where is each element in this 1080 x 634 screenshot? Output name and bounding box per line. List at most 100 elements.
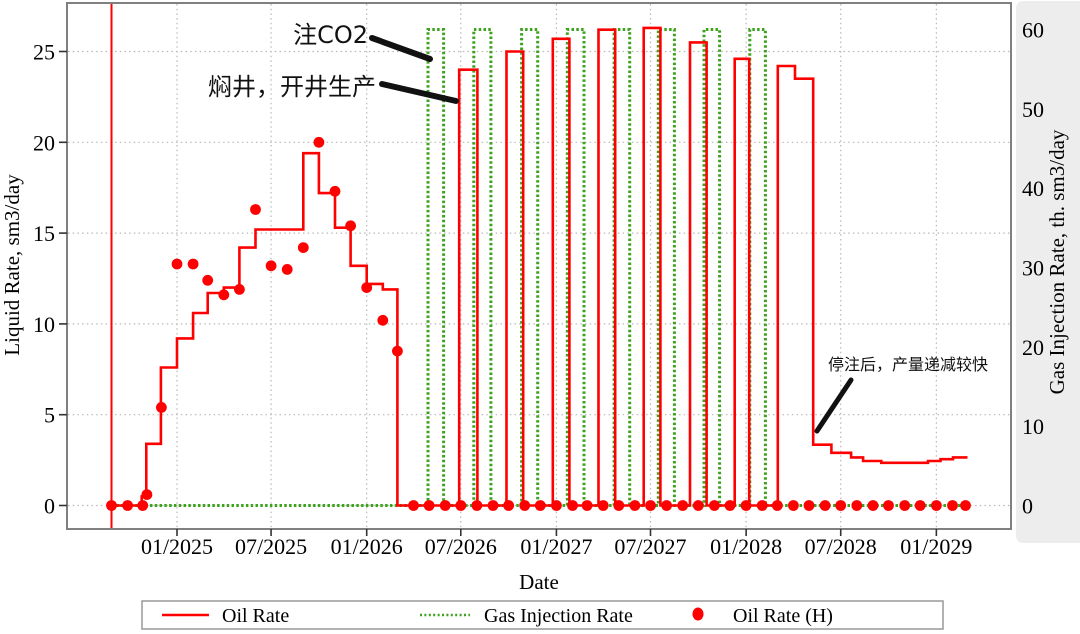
history-dot	[551, 500, 562, 511]
decline-arrow	[814, 377, 854, 434]
oil-rate-history-legend-sample	[692, 607, 704, 621]
history-dot	[361, 282, 373, 293]
history-dot	[835, 500, 847, 511]
x-tick-label: 01/2029	[900, 534, 972, 559]
y-right-tick-label: 50	[1022, 97, 1044, 122]
history-dot	[156, 402, 167, 413]
history-dot	[297, 242, 309, 254]
y-right-tick-label: 10	[1022, 414, 1044, 439]
history-dot	[883, 500, 894, 511]
x-tick-label: 07/2025	[235, 534, 307, 559]
history-dot	[439, 500, 451, 511]
history-dot	[329, 185, 341, 197]
y-left-tick-label: 10	[33, 312, 55, 337]
history-dot	[613, 500, 625, 511]
x-tick-label: 01/2027	[520, 534, 592, 559]
x-tick-label: 01/2026	[331, 534, 403, 559]
oil-rate-history-legend-label: Oil Rate (H)	[733, 605, 833, 627]
legend: Oil Rate Gas Injection Rate Oil Rate (H)	[141, 600, 944, 630]
annotation-inject-co2: 注CO2	[293, 21, 368, 49]
right-axis-title: Gas Injection Rate, th. sm3/day	[1045, 129, 1069, 394]
history-dot	[645, 500, 656, 511]
history-dot	[740, 500, 752, 511]
history-dot	[567, 500, 578, 511]
history-dot	[534, 500, 546, 511]
history-dot	[724, 500, 736, 511]
history-dot	[392, 345, 403, 357]
history-dot	[345, 220, 356, 232]
x-axis-tick-labels: 01/2025 07/2025 01/2026 07/2026 01/2027 07/20…	[141, 534, 972, 559]
history-dot	[661, 500, 672, 511]
history-dot	[899, 500, 911, 511]
history-dot	[503, 500, 514, 511]
history-dot	[377, 314, 389, 326]
history-dot	[455, 500, 467, 511]
history-dot	[187, 258, 199, 270]
x-tick-label: 07/2026	[425, 534, 497, 559]
history-dot	[629, 500, 641, 511]
right-axis-tick-labels: 0 10 20 30 40 50 60	[1022, 18, 1044, 519]
history-dot	[851, 500, 863, 511]
history-dot	[771, 500, 783, 511]
history-dot	[313, 136, 325, 148]
history-dot	[597, 500, 609, 511]
history-dot	[137, 500, 149, 511]
history-dot	[487, 500, 499, 511]
history-dot	[281, 264, 293, 275]
history-dot	[960, 500, 971, 511]
history-dot	[141, 489, 153, 500]
gas-injection-rate-line	[111, 28, 968, 507]
history-dot	[867, 500, 879, 511]
y-left-tick-label: 0	[44, 494, 55, 519]
history-dot	[202, 274, 214, 286]
history-dot	[819, 500, 831, 511]
history-dot	[122, 500, 133, 511]
left-axis-tick-labels: 0 5 10 15 20 25	[33, 40, 55, 519]
history-dot	[218, 289, 230, 301]
y-right-tick-label: 40	[1022, 176, 1044, 201]
history-dot	[756, 500, 768, 511]
y-right-tick-label: 30	[1022, 256, 1044, 281]
history-dot	[171, 258, 183, 270]
gas-injection-rate-path	[111, 28, 968, 507]
left-axis-title: Liquid Rate, sm3/day	[0, 174, 24, 356]
y-right-tick-label: 20	[1022, 335, 1044, 360]
right-axis-panel	[1016, 1, 1080, 543]
y-left-tick-label: 15	[33, 221, 55, 246]
y-left-tick-label: 25	[33, 40, 55, 65]
history-dot	[788, 500, 799, 511]
history-dot	[234, 284, 245, 295]
history-dot	[423, 500, 435, 511]
oil-rate-history-dots	[106, 136, 971, 511]
y-left-tick-label: 20	[33, 130, 55, 155]
history-dot	[947, 500, 958, 511]
history-dot	[250, 204, 261, 215]
inject-co2-arrow	[369, 35, 433, 62]
history-dot	[519, 500, 531, 511]
legend-box	[141, 600, 944, 630]
x-tick-label: 07/2027	[614, 534, 686, 559]
history-dot	[106, 500, 117, 511]
annotation-decline: 停注后，产量递减较快	[828, 355, 988, 374]
oil-rate-legend-label: Oil Rate	[222, 605, 289, 627]
x-tick-label: 01/2028	[710, 534, 782, 559]
history-dot	[471, 500, 483, 511]
x-tick-label: 07/2028	[805, 534, 877, 559]
history-dot	[931, 500, 942, 511]
history-dot	[265, 260, 277, 272]
history-dot	[914, 500, 926, 511]
history-dot	[692, 500, 704, 511]
y-right-tick-label: 60	[1022, 18, 1044, 43]
gas-injection-legend-label: Gas Injection Rate	[484, 605, 633, 627]
soak-produce-arrow	[379, 81, 459, 104]
plot-border	[66, 2, 1012, 530]
annotation-soak-produce: 焖井，开井生产	[208, 73, 376, 101]
x-tick-label: 01/2025	[141, 534, 213, 559]
history-dot	[709, 500, 720, 511]
history-dot	[677, 500, 689, 511]
x-axis-title: Date	[519, 570, 559, 594]
history-dot	[803, 500, 815, 511]
y-left-tick-label: 5	[44, 403, 55, 428]
